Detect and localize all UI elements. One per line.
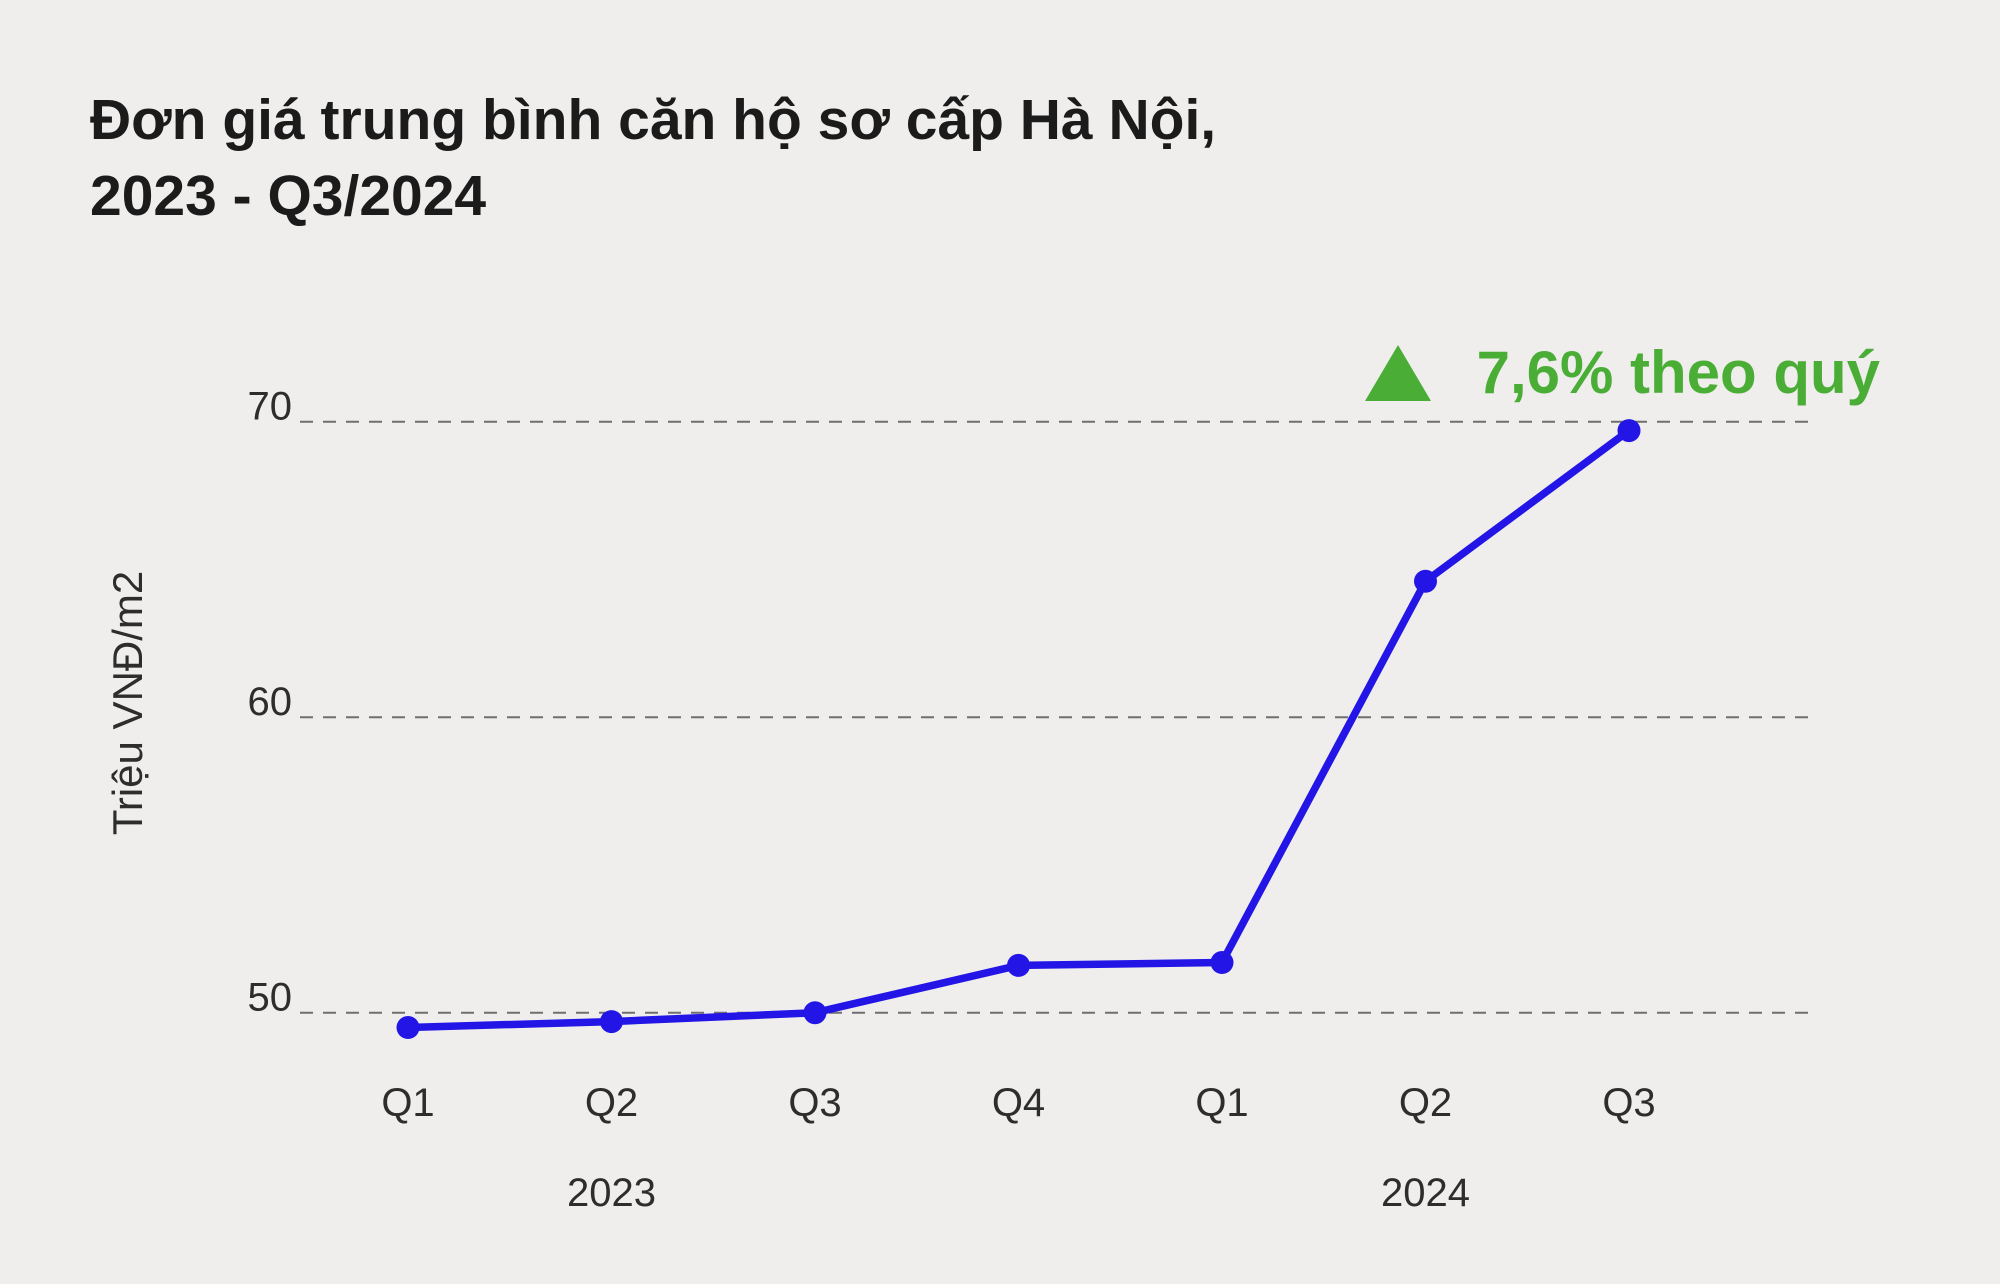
data-point-6 (1617, 419, 1641, 443)
data-point-1 (600, 1010, 623, 1034)
x-tick-label-1: Q2 (585, 1081, 638, 1125)
x-tick-label-0: Q1 (381, 1081, 434, 1125)
data-point-3 (1007, 953, 1030, 977)
price-line (404, 426, 1633, 1032)
x-tick-label-6: Q3 (1602, 1081, 1655, 1125)
y-tick-label-70: 70 (248, 385, 293, 429)
x-tick-label-5: Q2 (1399, 1081, 1452, 1125)
page-title-line2: 2023 - Q3/2024 (90, 164, 487, 228)
qoq-change-text: 7,6% theo quý (1476, 339, 1880, 406)
year-label-2024: 2024 (1381, 1171, 1470, 1215)
x-tick-label-2: Q3 (788, 1081, 841, 1125)
qoq-change-annotation: 7,6% theo quý (1364, 338, 1880, 407)
data-point-4 (1210, 950, 1234, 974)
year-label-2023: 2023 (567, 1171, 656, 1215)
y-tick-label-60: 60 (248, 680, 293, 724)
data-point-5 (1414, 569, 1437, 593)
data-point-0 (396, 1015, 420, 1039)
page-title: Đơn giá trung bình căn hộ sơ cấp Hà Nội,… (90, 82, 1216, 234)
up-triangle-icon (1364, 344, 1431, 401)
x-tick-label-3: Q4 (992, 1081, 1045, 1125)
y-tick-label-50: 50 (248, 976, 293, 1020)
x-tick-label-4: Q1 (1195, 1081, 1248, 1125)
data-point-2 (803, 1001, 827, 1025)
page-title-line1: Đơn giá trung bình căn hộ sơ cấp Hà Nội, (90, 88, 1217, 152)
